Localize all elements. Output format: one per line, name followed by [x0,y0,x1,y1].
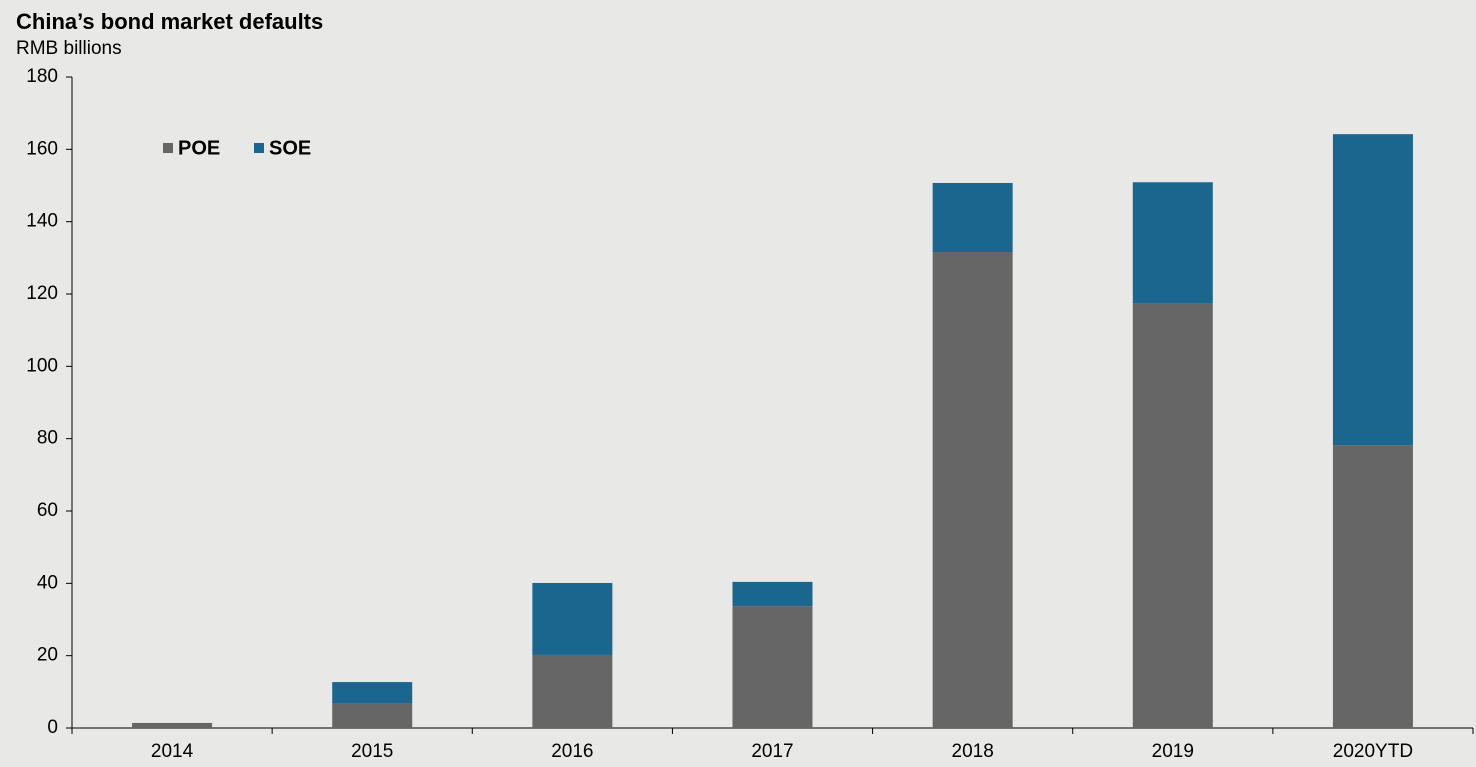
y-tick-label: 80 [37,428,58,449]
legend-label: SOE [269,137,311,159]
legend-label: POE [178,137,220,159]
x-tick-label: 2014 [151,741,194,762]
y-tick-label: 180 [26,66,58,87]
x-tick-label: 2016 [551,741,593,762]
bar-segment [732,581,813,607]
y-tick-label: 60 [37,500,58,521]
x-tick-label: 2017 [751,741,793,762]
x-tick-label: 2020YTD [1333,741,1413,762]
x-tick-label: 2019 [1152,741,1194,762]
bar-segment [532,654,613,728]
legend-swatch [163,143,173,153]
bar-segment [332,682,413,704]
y-tick-label: 20 [37,645,58,666]
y-tick-label: 140 [26,211,58,232]
y-tick-label: 120 [26,283,58,304]
bar-segment [532,582,613,655]
bar-segment [932,252,1013,728]
legend-swatch [254,143,264,153]
bar-segment [1332,445,1413,728]
chart-title: China’s bond market defaults [16,9,323,34]
y-tick-label: 0 [47,717,58,738]
bar-segment [132,722,213,728]
bar-segment [932,182,1013,253]
bar-segment [1132,182,1213,304]
x-tick-label: 2015 [351,741,393,762]
chart-subtitle: RMB billions [16,38,122,59]
y-tick-label: 160 [26,138,58,159]
x-tick-label: 2018 [952,741,994,762]
y-tick-label: 40 [37,572,58,593]
y-tick-label: 100 [26,355,58,376]
bar-segment [732,606,813,728]
bar-segment [1132,303,1213,728]
bar-segment [1332,134,1413,446]
bar-segment [332,703,413,728]
